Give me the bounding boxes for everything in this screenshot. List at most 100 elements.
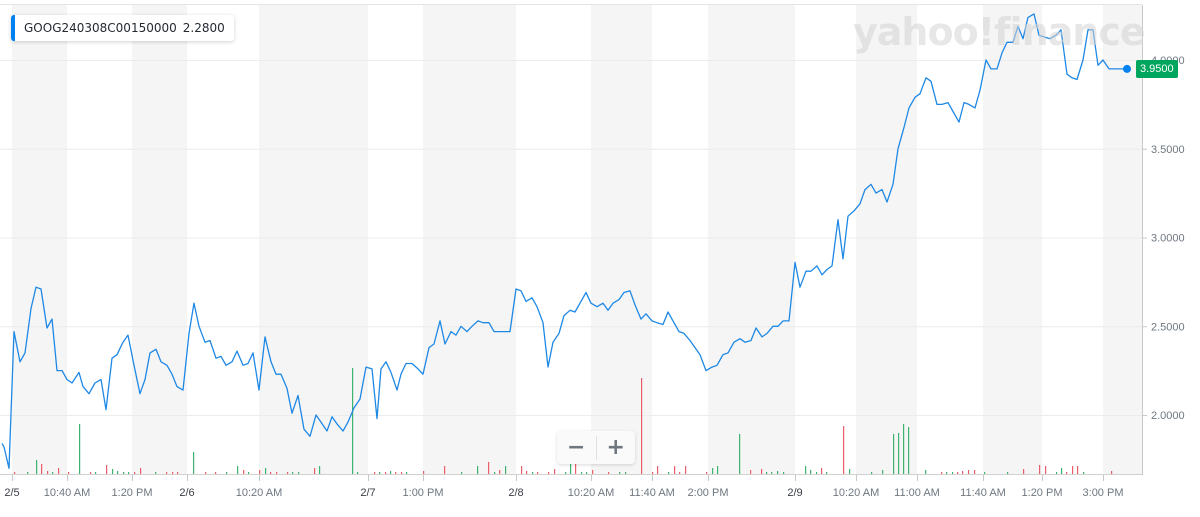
y-tick-label: 3.0000 [1151,233,1185,245]
volume-bar [526,471,528,474]
volume-bar [390,471,392,474]
x-tick-label: 10:20 AM [568,487,614,499]
volume-bar [47,471,49,474]
x-tick-label: 10:20 AM [833,487,879,499]
volume-bar [287,472,289,474]
volume-bar [41,464,43,474]
grid-lines [0,60,1142,416]
volume-bar [652,472,654,474]
volume-bar [1061,468,1063,474]
y-tick-label: 2.0000 [1151,410,1185,422]
volume-bar [270,472,272,474]
volume-bar [401,472,403,474]
volume-bar [575,458,577,474]
zoom-out-button[interactable]: − [567,435,586,460]
volume-bar [276,472,278,474]
volume-bar [265,468,267,474]
volume-bar [1023,469,1025,474]
volume-bar [106,465,108,474]
volume-bars [14,368,1113,474]
volume-bar [908,427,910,474]
current-price-label: 3.9500 [1136,60,1178,78]
volume-bar [292,472,294,474]
volume-bar [1077,466,1079,474]
yahoo-finance-watermark: yahoo!finance [853,10,1146,54]
x-tick-label: 2/9 [787,487,802,499]
volume-bar [685,466,687,474]
volume-bar [777,471,779,474]
volume-bar [385,472,387,474]
volume-bar [243,470,245,474]
volume-bar [625,472,627,474]
x-axis-ticks: 2/5 10:40 AM 1:20 PM 2/6 10:20 AM 2/7 1:00 PM 2… [4,475,1123,499]
symbol-legend[interactable]: GOOG240308C00150000 2.2800 [11,15,234,41]
volume-bar [619,472,621,474]
volume-bar [570,464,572,474]
x-tick-label: 1:20 PM [1022,487,1063,499]
volume-bar [882,470,884,474]
volume-bar [259,470,261,474]
session-band [708,5,795,474]
volume-bar [592,470,594,474]
volume-bar [237,466,239,474]
x-tick-label: 10:20 AM [236,487,282,499]
volume-bar [374,472,376,474]
volume-bar [805,466,807,474]
volume-bar [641,378,643,474]
volume-bar [946,472,948,474]
volume-bar [406,472,408,474]
volume-bar [586,472,588,474]
volume-bar [952,472,954,474]
volume-bar [974,470,976,474]
volume-bar [893,434,895,474]
x-tick-label: 2/8 [508,487,523,499]
volume-bar [984,472,986,474]
x-tick-label: 2/6 [179,487,194,499]
volume-bar [783,472,785,474]
volume-bar [357,472,359,474]
volume-bar [314,468,316,474]
volume-bar [1007,472,1009,474]
volume-bar [14,472,16,474]
volume-bar [1056,472,1058,474]
volume-bar [166,472,168,474]
volume-bar [444,466,446,474]
volume-bar [248,472,250,474]
volume-bar [177,472,179,474]
volume-bar [750,470,752,474]
x-tick-label: 1:00 PM [403,487,444,499]
volume-bar [155,472,157,474]
legend-symbol: GOOG240308C00150000 [24,21,177,35]
zoom-in-button[interactable]: + [606,435,625,460]
volume-bar [123,472,125,474]
volume-bar [461,472,463,474]
volume-bar [1072,466,1074,474]
zoom-divider [595,435,597,460]
volume-bar [298,472,300,474]
volume-bar [1045,466,1047,474]
volume-bar [608,472,610,474]
volume-bar [657,466,659,474]
x-tick-label: 2:00 PM [688,487,729,499]
volume-bar [134,472,136,474]
volume-bar [205,472,207,474]
volume-bar [215,472,217,474]
volume-bar [1083,472,1085,474]
volume-bar [871,472,873,474]
volume-bar [521,466,523,474]
volume-bar [941,472,943,474]
volume-bar [532,472,534,474]
session-band [12,5,67,474]
x-tick-label: 3:00 PM [1083,487,1124,499]
x-tick-label: 11:40 AM [960,487,1006,499]
volume-bar [36,460,38,474]
volume-bar [499,470,501,474]
volume-bar [674,466,676,474]
volume-bar [903,424,905,474]
price-line[interactable] [1,13,1127,469]
volume-bar [319,466,321,474]
x-tick-label: 10:40 AM [44,487,90,499]
